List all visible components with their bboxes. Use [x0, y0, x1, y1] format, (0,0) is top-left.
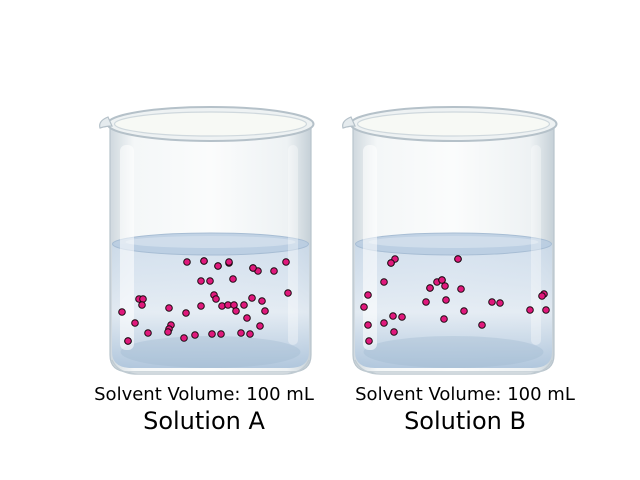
solute-particle [270, 267, 278, 275]
solute-particle [261, 307, 269, 315]
solute-particle [364, 291, 372, 299]
solute-particle [206, 277, 214, 285]
solution-a-name: Solution A [143, 407, 265, 435]
solute-particle [214, 262, 222, 270]
solute-particle [538, 292, 546, 300]
solute-particle [180, 334, 188, 342]
solute-particle [526, 306, 534, 314]
solute-particle [208, 330, 216, 338]
solute-particle [496, 299, 504, 307]
solute-particle [460, 307, 468, 315]
solute-particle [197, 302, 205, 310]
solute-particle [212, 295, 220, 303]
solute-particle [364, 321, 372, 329]
solute-particle [138, 301, 146, 309]
solute-particle [398, 313, 406, 321]
solute-particle [191, 331, 199, 339]
solute-particle [360, 303, 368, 311]
solute-particle [284, 289, 292, 297]
solute-particle [237, 329, 245, 337]
solute-particle [249, 264, 257, 272]
solution-b-volume-label: Solvent Volume: 100 mL [355, 384, 575, 405]
solute-particle [243, 314, 251, 322]
solution-b-name: Solution B [404, 407, 526, 435]
solute-particle [165, 304, 173, 312]
solute-particle [183, 258, 191, 266]
solute-particle [225, 258, 233, 266]
solute-particle [441, 282, 449, 290]
solute-particle [256, 322, 264, 330]
solute-particle [248, 294, 256, 302]
solute-particle [426, 284, 434, 292]
solute-particle [380, 319, 388, 327]
solute-particle [131, 319, 139, 327]
solute-particle [365, 337, 373, 345]
solute-particle [124, 337, 132, 345]
solution-a-volume-label: Solvent Volume: 100 mL [94, 384, 314, 405]
solute-particle [442, 296, 450, 304]
solute-particle [389, 312, 397, 320]
solute-particle [454, 255, 462, 263]
solute-particle [229, 275, 237, 283]
solute-particle [232, 307, 240, 315]
solute-particle [282, 258, 290, 266]
solute-particle [217, 330, 225, 338]
solute-particle [240, 301, 248, 309]
solute-particle [457, 285, 465, 293]
solute-particle [380, 278, 388, 286]
solute-particle [182, 309, 190, 317]
solute-particle [258, 297, 266, 305]
solute-particle [438, 276, 446, 284]
solute-particle [118, 308, 126, 316]
solute-particle [246, 330, 254, 338]
solute-particle [387, 259, 395, 267]
beaker-a-graphic [99, 106, 315, 375]
solute-particle [390, 328, 398, 336]
solute-particle [422, 298, 430, 306]
solute-particle [197, 277, 205, 285]
solute-particle [542, 306, 550, 314]
solute-particle [144, 329, 152, 337]
solute-particle [200, 257, 208, 265]
beaker-b-graphic [342, 106, 558, 375]
solute-particle [478, 321, 486, 329]
solute-particle [488, 298, 496, 306]
solute-particle [440, 315, 448, 323]
solute-particle [164, 328, 172, 336]
